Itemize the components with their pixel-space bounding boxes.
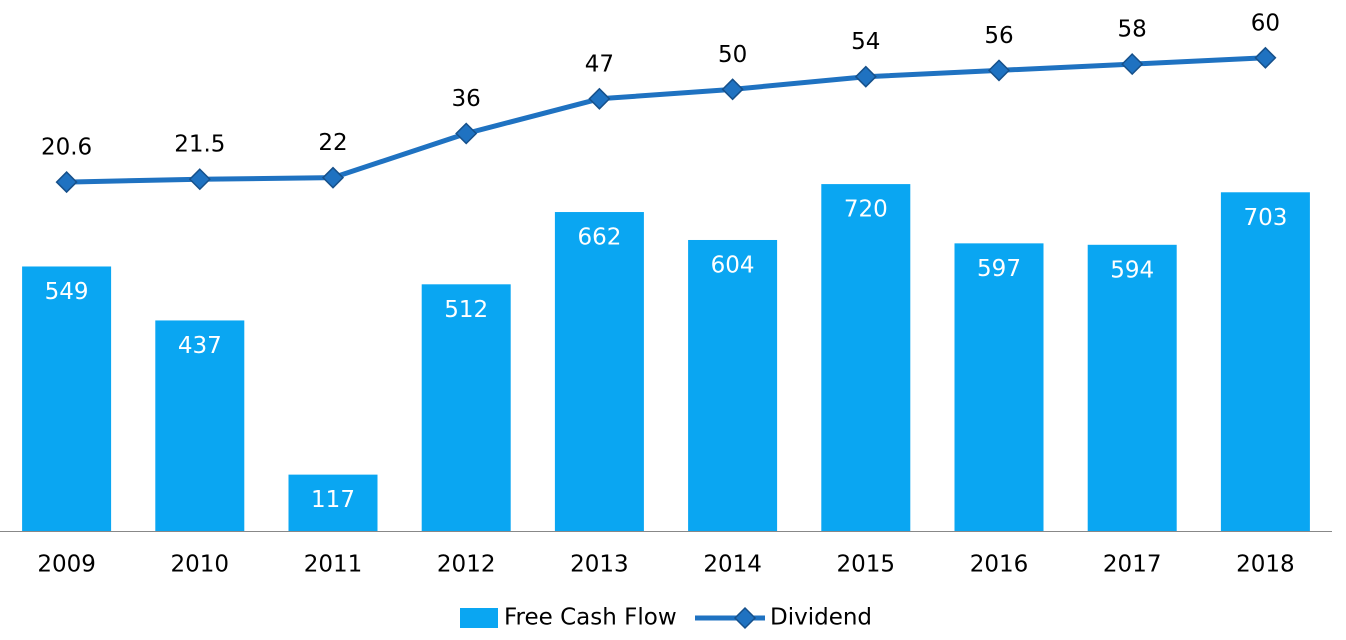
x-tick-label: 2015 [837,552,896,578]
x-tick-label: 2013 [570,552,629,578]
line-value-label: 60 [1251,10,1280,36]
line-marker [721,78,744,101]
legend-marker [733,606,757,630]
bar-value-label: 604 [711,252,755,278]
bar-value-label: 720 [844,197,888,223]
x-tick-label: 2010 [171,552,230,578]
legend-swatch [460,608,498,628]
bar [288,474,378,531]
line-value-label: 22 [318,130,347,156]
bar-value-label: 662 [577,225,621,251]
bar [22,266,112,531]
x-tick-label: 2009 [37,552,96,578]
bar-value-label: 594 [1110,257,1154,283]
bar-value-label: 703 [1243,205,1287,231]
bar-value-label: 437 [178,333,222,359]
line-marker [1121,53,1144,76]
line-value-label: 36 [452,86,481,112]
line-marker [455,122,478,145]
line-marker [854,65,877,88]
bar-value-label: 549 [45,279,89,305]
line [66,55,1266,185]
bar-value-label: 117 [311,487,355,513]
legend-label: Free Cash Flow [504,605,677,631]
line-marker [321,166,345,189]
line-value-label: 20.6 [41,135,92,161]
line-value-label: 54 [851,29,880,55]
bar [821,184,911,531]
x-tick-label: 2018 [1236,552,1295,578]
bar [954,243,1044,531]
line-marker [55,171,78,194]
line-value-label: 47 [585,51,614,77]
line-marker [987,59,1011,82]
bar [1087,244,1177,532]
x-tick-label: 2011 [304,552,363,578]
x-tick-label: 2017 [1103,552,1162,578]
bar [554,212,644,531]
line-value-label: 58 [1118,17,1147,43]
bar [421,284,511,531]
bar [1220,192,1310,532]
x-tick-label: 2012 [437,552,496,578]
line-marker [1254,46,1277,69]
legend-label: Dividend [770,605,872,631]
line-marker [588,87,611,110]
bar [688,239,778,531]
line-marker [188,168,211,191]
x-tick-label: 2016 [970,552,1029,578]
bar-value-label: 512 [444,297,488,323]
bar [155,320,245,531]
line-value-label: 50 [718,42,747,68]
bar-value-label: 597 [977,256,1021,282]
line-value-label: 56 [984,23,1013,49]
line-value-label: 21.5 [174,132,225,158]
x-tick-label: 2014 [703,552,762,578]
